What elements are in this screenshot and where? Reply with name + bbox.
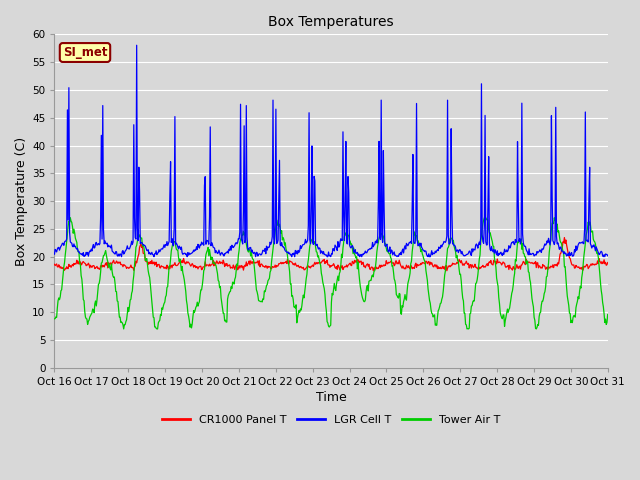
X-axis label: Time: Time [316,391,346,404]
Title: Box Temperatures: Box Temperatures [268,15,394,29]
Legend: CR1000 Panel T, LGR Cell T, Tower Air T: CR1000 Panel T, LGR Cell T, Tower Air T [157,410,505,429]
Text: SI_met: SI_met [63,46,108,59]
Y-axis label: Box Temperature (C): Box Temperature (C) [15,136,28,265]
